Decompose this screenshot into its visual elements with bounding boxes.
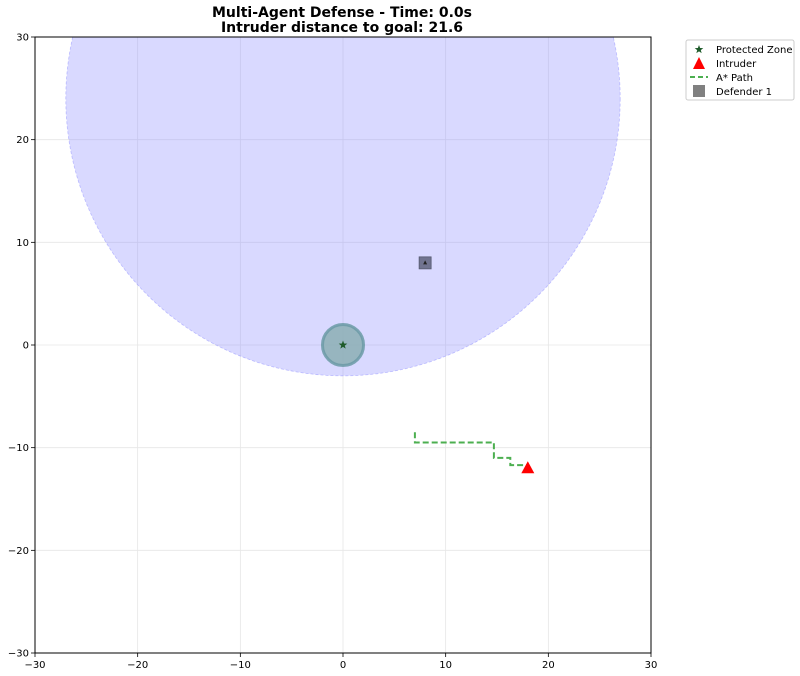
legend-label-protected-zone: Protected Zone [716, 45, 793, 56]
y-tick-label: 10 [16, 238, 29, 249]
intruder-marker [521, 461, 535, 474]
legend-box [685, 39, 795, 101]
x-tick-label: −10 [230, 660, 251, 671]
legend-entry-defender: Defender 1 [693, 85, 772, 98]
x-tick-label: 20 [542, 660, 555, 671]
y-tick-label: 0 [23, 341, 29, 352]
legend-label-intruder: Intruder [716, 59, 757, 70]
y-tick-label: 20 [16, 135, 29, 146]
x-tick-label: 0 [340, 660, 346, 671]
y-tick-label: 30 [16, 33, 29, 44]
astar-path-line [413, 432, 528, 467]
legend-label-astar-path: A* Path [716, 73, 753, 84]
x-tick-label: −20 [127, 660, 148, 671]
protected-zone-star [338, 340, 348, 349]
y-tick-label: −30 [8, 649, 29, 660]
legend-entry-astar-path: A* Path [690, 73, 753, 84]
legend-triangle-icon [693, 57, 705, 69]
legend-entry-protected-zone: Protected Zone [694, 45, 793, 56]
defender-heading [423, 260, 428, 265]
defender-marker [418, 256, 432, 270]
x-tick-label: 10 [439, 660, 452, 671]
y-tick-label: −20 [8, 546, 29, 557]
chart-subtitle: Intruder distance to goal: 21.6 [221, 20, 463, 36]
x-axis: −30 −20 −10 0 10 20 30 [24, 653, 657, 671]
plot-area [65, 37, 621, 474]
legend: Protected Zone Intruder A* Path Defender… [685, 39, 795, 101]
intruder-triangle [521, 461, 535, 474]
chart-title: Multi-Agent Defense - Time: 0.0s [212, 5, 472, 21]
defender-region [65, 37, 621, 377]
legend-entry-intruder: Intruder [693, 57, 757, 70]
y-axis: −30 −20 −10 0 10 20 30 [8, 33, 35, 660]
protected-zone-marker [338, 340, 348, 349]
legend-square-icon [693, 85, 705, 97]
x-tick-label: 30 [645, 660, 658, 671]
x-tick-label: −30 [24, 660, 45, 671]
legend-label-defender: Defender 1 [716, 87, 772, 98]
legend-star-icon [694, 45, 704, 54]
y-tick-label: −10 [8, 443, 29, 454]
